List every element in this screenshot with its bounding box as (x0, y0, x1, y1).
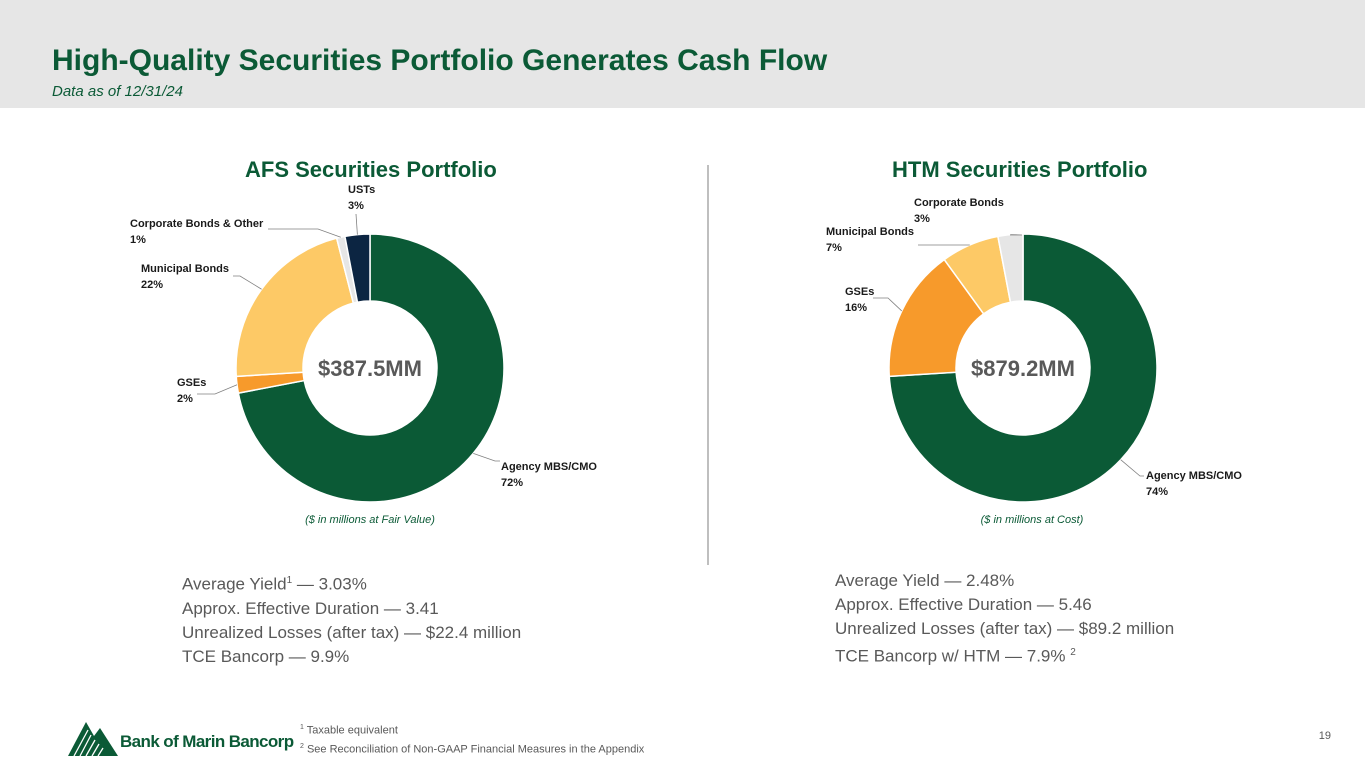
afs-donut-chart: Agency MBS/CMO 72% GSEs 2% Municipal Bonds 22… (130, 184, 597, 503)
afs-slice-agency-mbs-cmo (237, 233, 505, 503)
afs-basis-note: ($ in millions at Fair Value) (305, 514, 435, 526)
afs-leader-usts (355, 213, 358, 235)
htm-slice-corporate-bonds (997, 233, 1024, 304)
header-band: High-Quality Securities Portfolio Genera… (0, 0, 1365, 108)
htm-value-corporate-bonds: 3% (914, 213, 930, 225)
afs-losses: Unrealized Losses (after tax) — $22.4 mi… (182, 622, 522, 642)
htm-slice-agency-mbs-cmo (888, 233, 1158, 503)
afs-duration: Approx. Effective Duration — 3.41 (182, 598, 439, 618)
htm-value-gses: 16% (845, 302, 867, 314)
htm-losses: Unrealized Losses (after tax) — $89.2 mi… (835, 619, 1175, 638)
htm-tce-footnote-ref: 2 (1070, 647, 1076, 658)
afs-value-usts: 3% (348, 200, 364, 212)
htm-leader-gses (873, 297, 903, 312)
htm-leader-agency-mbs-cmo (1120, 459, 1144, 477)
htm-value-agency-mbs-cmo: 74% (1146, 486, 1168, 498)
htm-donut-chart: Agency MBS/CMO 74% GSEs 16% Municipal Bonds 7… (826, 197, 1242, 503)
afs-leader-agency-mbs-cmo (473, 453, 500, 462)
afs-leader-gses (197, 384, 238, 395)
htm-tce: TCE Bancorp w/ HTM — 7.9% 2 (835, 646, 1076, 666)
footnote-1: 1 Taxable equivalent (300, 724, 398, 737)
page-title: High-Quality Securities Portfolio Genera… (52, 44, 828, 77)
afs-label-municipal-bonds: Municipal Bonds (141, 263, 229, 275)
afs-stats: Average Yield1 — 3.03% Approx. Effective… (182, 569, 521, 669)
htm-yield: Average Yield — 2.48% (835, 571, 1015, 590)
htm-value-municipal-bonds: 7% (826, 242, 842, 254)
afs-tce: TCE Bancorp — 9.9% (182, 646, 350, 666)
logo-text: Bank of Marin Bancorp (120, 732, 294, 751)
htm-label-municipal-bonds: Municipal Bonds (826, 226, 914, 238)
afs-label-usts: USTs (348, 184, 375, 196)
afs-slice-usts (344, 233, 371, 304)
logo-mountain-icon (68, 722, 118, 757)
afs-chart-title: AFS Securities Portfolio (245, 157, 497, 182)
afs-slice-municipal-bonds (235, 237, 355, 378)
htm-duration: Approx. Effective Duration — 5.46 (835, 595, 1092, 614)
htm-stats: Average Yield — 2.48% Approx. Effective … (835, 569, 1174, 669)
afs-label-gses: GSEs (177, 377, 206, 389)
footnote-2: 2 See Reconciliation of Non-GAAP Financi… (300, 742, 645, 756)
afs-center-total: $387.5MM (318, 356, 422, 381)
htm-chart-title: HTM Securities Portfolio (892, 157, 1148, 182)
afs-value-agency-mbs-cmo: 72% (501, 477, 523, 489)
htm-label-agency-mbs-cmo: Agency MBS/CMO (1146, 470, 1242, 482)
afs-label-agency-mbs-cmo: Agency MBS/CMO (501, 461, 597, 473)
afs-value-municipal-bonds: 22% (141, 279, 163, 291)
afs-value-gses: 2% (177, 393, 193, 405)
page-subtitle: Data as of 12/31/24 (52, 83, 183, 100)
afs-leader-municipal-bonds (233, 275, 262, 290)
htm-center-total: $879.2MM (971, 356, 1075, 381)
footnotes: 1 Taxable equivalent 2 See Reconciliatio… (300, 720, 644, 757)
htm-label-gses: GSEs (845, 286, 874, 298)
afs-label-corporate-bonds-other: Corporate Bonds & Other (130, 218, 264, 230)
divider (707, 165, 709, 565)
htm-label-corporate-bonds: Corporate Bonds (914, 197, 1004, 209)
afs-value-corporate-bonds-other: 1% (130, 234, 146, 246)
afs-yield: Average Yield1 — 3.03% (182, 574, 367, 594)
page-number: 19 (1318, 730, 1331, 742)
htm-basis-note: ($ in millions at Cost) (980, 514, 1084, 526)
company-logo: Bank of Marin Bancorp (66, 718, 294, 758)
afs-yield-footnote-ref: 1 (286, 575, 293, 586)
afs-leader-corporate-bonds-other (268, 228, 341, 238)
